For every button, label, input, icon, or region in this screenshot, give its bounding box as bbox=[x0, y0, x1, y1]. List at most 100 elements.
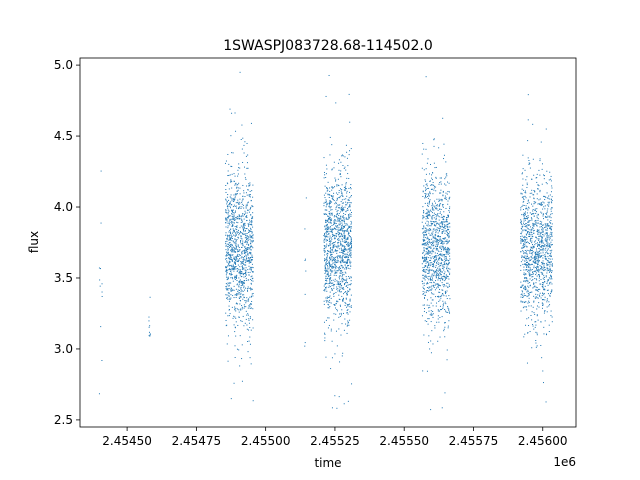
data-point bbox=[449, 252, 451, 254]
data-point bbox=[349, 213, 351, 215]
data-point bbox=[433, 257, 435, 259]
data-point bbox=[349, 306, 351, 308]
data-point bbox=[342, 287, 344, 289]
data-point bbox=[429, 193, 431, 195]
data-point bbox=[251, 278, 253, 280]
data-point bbox=[536, 215, 538, 217]
data-point bbox=[326, 227, 328, 229]
x-tick-label: 2.45500 bbox=[241, 434, 291, 448]
data-point bbox=[225, 232, 227, 234]
data-point bbox=[436, 269, 438, 271]
data-point bbox=[331, 259, 333, 261]
data-point bbox=[439, 203, 441, 205]
data-point bbox=[527, 269, 529, 271]
data-point bbox=[342, 208, 344, 210]
data-point bbox=[238, 163, 240, 165]
data-point bbox=[423, 293, 425, 295]
data-point bbox=[426, 370, 428, 372]
data-point bbox=[230, 221, 232, 223]
data-point bbox=[440, 295, 442, 297]
data-point bbox=[546, 264, 548, 266]
data-point bbox=[246, 300, 248, 302]
data-point bbox=[426, 185, 428, 187]
data-point bbox=[336, 272, 338, 274]
data-point bbox=[326, 282, 327, 284]
data-point bbox=[444, 280, 446, 282]
data-point bbox=[541, 204, 543, 206]
data-point bbox=[531, 291, 533, 293]
data-point bbox=[440, 259, 442, 261]
data-point bbox=[233, 267, 235, 269]
data-point bbox=[530, 246, 532, 248]
data-point bbox=[244, 177, 246, 179]
data-point bbox=[349, 288, 351, 290]
data-point bbox=[523, 204, 525, 206]
data-point bbox=[424, 266, 426, 268]
data-point bbox=[245, 310, 247, 312]
data-point bbox=[242, 228, 244, 230]
data-point bbox=[527, 270, 529, 272]
data-point bbox=[527, 290, 529, 292]
data-point bbox=[242, 161, 244, 163]
data-point bbox=[341, 155, 343, 157]
data-point bbox=[532, 279, 534, 281]
data-point bbox=[539, 174, 541, 176]
data-point bbox=[327, 228, 329, 230]
data-point bbox=[251, 217, 253, 219]
data-point bbox=[439, 205, 441, 207]
data-point bbox=[528, 301, 530, 303]
data-point bbox=[549, 269, 551, 271]
data-point bbox=[425, 242, 427, 244]
data-point bbox=[444, 271, 446, 273]
data-point bbox=[443, 256, 445, 258]
data-point bbox=[546, 289, 548, 291]
data-point bbox=[335, 228, 337, 230]
data-point bbox=[225, 222, 227, 224]
data-point bbox=[230, 250, 232, 252]
data-point bbox=[528, 293, 530, 295]
data-point bbox=[234, 294, 236, 296]
data-point bbox=[436, 208, 438, 210]
data-point bbox=[423, 235, 425, 237]
data-point bbox=[234, 183, 236, 185]
data-point bbox=[438, 198, 440, 200]
data-point bbox=[348, 177, 350, 179]
data-point bbox=[245, 302, 247, 304]
data-point bbox=[434, 206, 436, 208]
data-point bbox=[536, 173, 538, 175]
data-point bbox=[421, 243, 423, 245]
data-point bbox=[436, 263, 438, 265]
data-point bbox=[247, 254, 249, 256]
data-point bbox=[240, 272, 242, 274]
data-point bbox=[339, 268, 341, 269]
data-point bbox=[445, 276, 447, 278]
data-point bbox=[226, 239, 228, 241]
data-point bbox=[524, 252, 526, 254]
data-point bbox=[232, 216, 234, 218]
data-point bbox=[550, 220, 552, 221]
data-point bbox=[335, 102, 337, 104]
data-point bbox=[540, 265, 542, 267]
data-point bbox=[530, 249, 532, 251]
data-point bbox=[437, 239, 439, 241]
data-point bbox=[234, 211, 236, 213]
data-point bbox=[436, 223, 438, 225]
data-point bbox=[440, 258, 442, 260]
data-point bbox=[436, 241, 438, 243]
data-point bbox=[248, 262, 250, 264]
data-point bbox=[343, 212, 345, 214]
data-point bbox=[422, 304, 424, 306]
data-point bbox=[330, 237, 332, 239]
data-point bbox=[446, 275, 448, 277]
data-point bbox=[429, 180, 431, 182]
data-point bbox=[550, 213, 552, 215]
data-point bbox=[524, 274, 526, 276]
data-point bbox=[523, 273, 525, 275]
data-point bbox=[348, 248, 350, 250]
data-point bbox=[235, 207, 237, 209]
data-point bbox=[521, 257, 523, 259]
data-point bbox=[431, 179, 433, 181]
data-point bbox=[525, 277, 527, 279]
data-point bbox=[447, 311, 449, 313]
data-point bbox=[532, 260, 534, 262]
